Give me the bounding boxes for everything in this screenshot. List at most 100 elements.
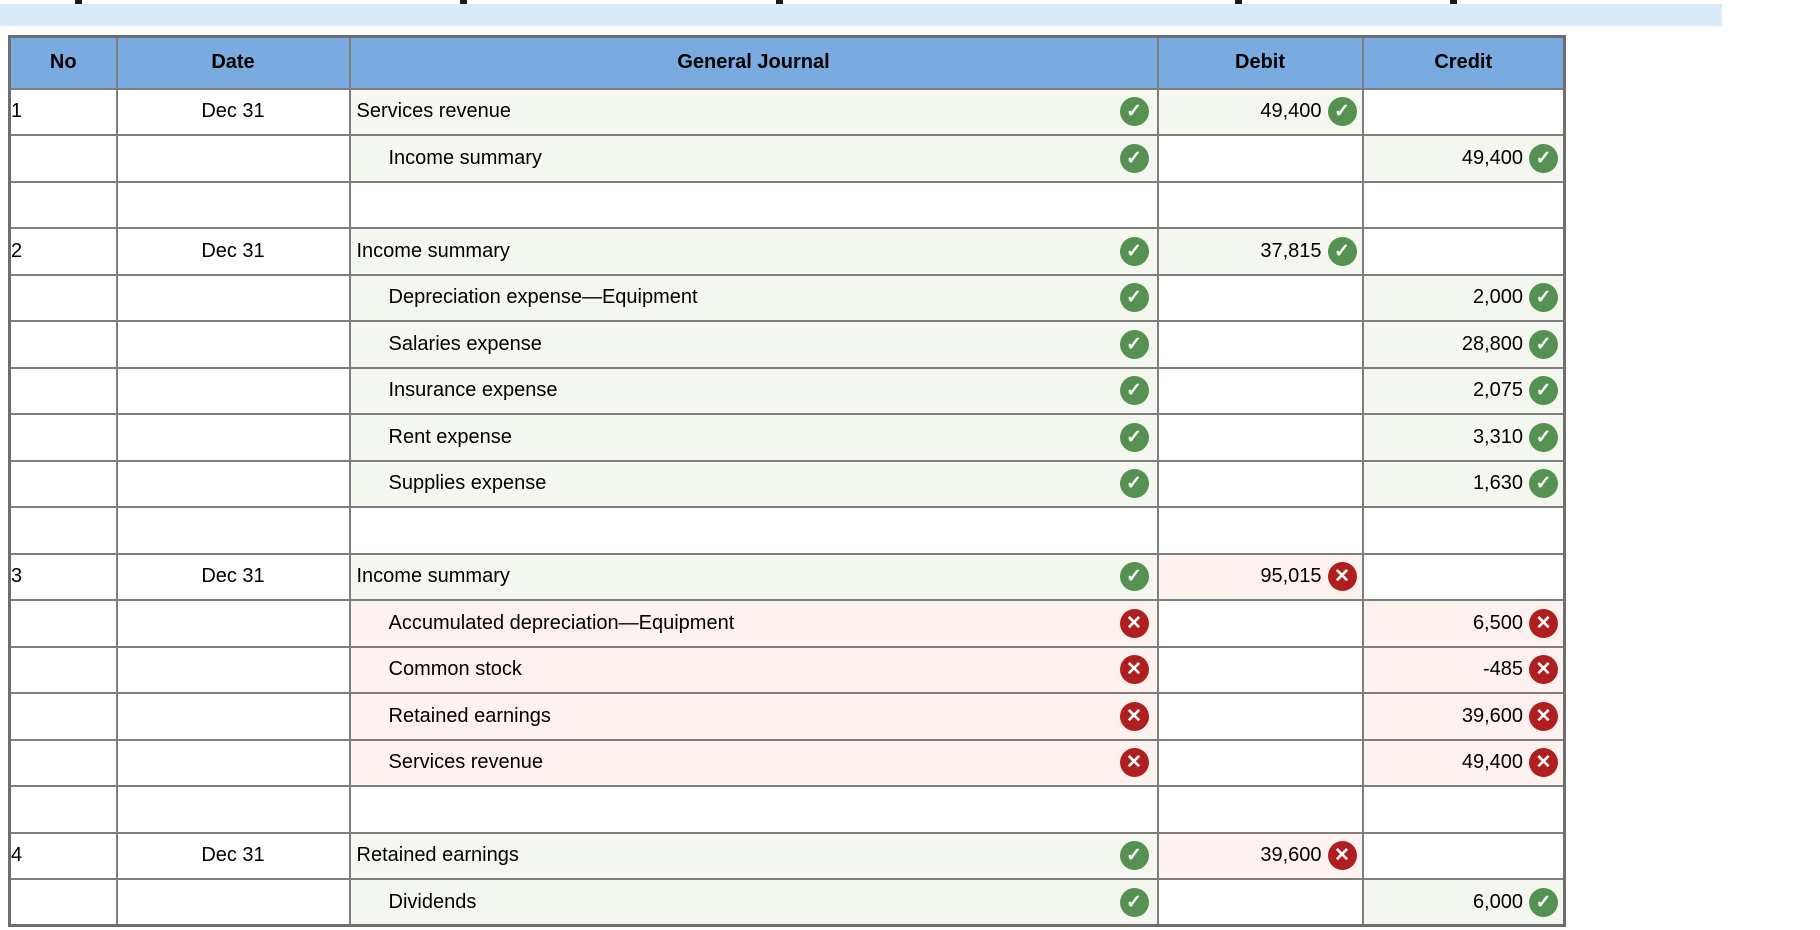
cropped-text-fragment [460, 0, 467, 4]
debit-cell [1156, 785, 1364, 834]
journal-row: Services revenue ✕ 49,400 ✕ [8, 738, 1566, 787]
table-header-row: No Date General Journal Debit Credit [8, 35, 1566, 90]
date-cell: Dec 31 [115, 227, 351, 276]
amount-value: 6,500 [1472, 611, 1523, 634]
amount-value: 6,000 [1472, 890, 1523, 913]
journal-spacer-row [8, 506, 1566, 555]
journal-row: Salaries expense ✓ 28,800 ✓ [8, 320, 1566, 369]
journal-spacer-row [8, 785, 1566, 834]
check-icon: ✓ [1119, 376, 1149, 406]
column-header-credit: Credit [1361, 35, 1566, 90]
date-cell: Dec 31 [115, 831, 351, 880]
amount-value: 1,630 [1472, 472, 1523, 495]
x-icon: ✕ [1119, 608, 1149, 638]
credit-cell: 28,800 ✓ [1361, 320, 1566, 369]
debit-cell [1156, 413, 1364, 462]
entry-number-cell: 1 [8, 87, 118, 136]
debit-cell [1156, 320, 1364, 369]
x-icon: ✕ [1119, 655, 1149, 685]
debit-cell [1156, 134, 1364, 183]
date-cell [115, 366, 351, 415]
entry-number-cell [8, 459, 118, 508]
check-icon: ✓ [1327, 236, 1357, 266]
entry-number-cell [8, 599, 118, 648]
credit-cell [1361, 227, 1566, 276]
credit-cell: 39,600 ✕ [1361, 692, 1566, 741]
journal-row: 3 Dec 31 Income summary ✓ 95,015 ✕ [8, 552, 1566, 601]
date-cell [115, 692, 351, 741]
debit-cell: 95,015 ✕ [1156, 552, 1364, 601]
x-icon: ✕ [1529, 701, 1558, 731]
account-title: Retained earnings [388, 704, 551, 727]
account-title-cell: Retained earnings ✓ [348, 831, 1159, 880]
entry-number-cell [8, 506, 118, 555]
journal-spacer-row [8, 180, 1566, 229]
journal-row: Supplies expense ✓ 1,630 ✓ [8, 459, 1566, 508]
journal-row: Common stock ✕ -485 ✕ [8, 645, 1566, 694]
date-cell [115, 506, 351, 555]
debit-cell: 37,815 ✓ [1156, 227, 1364, 276]
entry-number-cell [8, 785, 118, 834]
check-icon: ✓ [1119, 97, 1149, 127]
check-icon: ✓ [1327, 97, 1357, 127]
entry-number-cell [8, 878, 118, 927]
date-cell [115, 273, 351, 322]
entry-number-cell [8, 134, 118, 183]
date-cell [115, 645, 351, 694]
account-title: Rent expense [388, 425, 512, 448]
check-icon: ✓ [1119, 329, 1149, 359]
account-title-cell: Dividends ✓ [348, 878, 1159, 927]
check-icon: ✓ [1529, 469, 1558, 499]
account-title-cell: Income summary ✓ [348, 134, 1159, 183]
account-title-cell: Insurance expense ✓ [348, 366, 1159, 415]
account-title: Dividends [388, 890, 477, 913]
amount-value: -485 [1482, 658, 1523, 681]
column-header-debit: Debit [1156, 35, 1364, 90]
journal-row: 4 Dec 31 Retained earnings ✓ 39,600 ✕ [8, 831, 1566, 880]
account-title: Supplies expense [388, 472, 547, 495]
cropped-text-fragment [75, 0, 82, 4]
debit-cell [1156, 180, 1364, 229]
cropped-text-fragment [1235, 0, 1242, 4]
date-cell: Dec 31 [115, 552, 351, 601]
credit-cell: 49,400 ✓ [1361, 134, 1566, 183]
check-icon: ✓ [1529, 283, 1558, 313]
check-icon: ✓ [1119, 283, 1149, 313]
account-title: Insurance expense [388, 379, 558, 402]
x-icon: ✕ [1529, 655, 1558, 685]
journal-row: Dividends ✓ 6,000 ✓ [8, 878, 1566, 927]
account-title: Income summary [388, 146, 542, 169]
check-icon: ✓ [1119, 236, 1149, 266]
account-title: Services revenue [388, 751, 544, 774]
check-icon: ✓ [1119, 469, 1149, 499]
entry-number-cell: 2 [8, 227, 118, 276]
debit-cell [1156, 506, 1364, 555]
date-cell [115, 320, 351, 369]
account-title: Services revenue [356, 100, 512, 123]
account-title: Salaries expense [388, 332, 542, 355]
check-icon: ✓ [1529, 887, 1558, 917]
credit-cell [1361, 180, 1566, 229]
account-title-cell: Common stock ✕ [348, 645, 1159, 694]
account-title: Common stock [388, 658, 522, 681]
entry-number-cell [8, 320, 118, 369]
credit-cell: 2,075 ✓ [1361, 366, 1566, 415]
x-icon: ✕ [1529, 748, 1558, 778]
journal-row: Depreciation expense—Equipment ✓ 2,000 ✓ [8, 273, 1566, 322]
date-cell [115, 599, 351, 648]
credit-cell [1361, 785, 1566, 834]
account-title-cell: Income summary ✓ [348, 227, 1159, 276]
account-title-cell: Services revenue ✕ [348, 738, 1159, 787]
debit-cell [1156, 459, 1364, 508]
check-icon: ✓ [1119, 562, 1149, 592]
date-cell [115, 180, 351, 229]
journal-row: Retained earnings ✕ 39,600 ✕ [8, 692, 1566, 741]
credit-cell [1361, 506, 1566, 555]
check-icon: ✓ [1529, 376, 1558, 406]
account-title-cell: Supplies expense ✓ [348, 459, 1159, 508]
column-header-general-journal: General Journal [348, 35, 1159, 90]
general-journal-table-container: No Date General Journal Debit Credit 1 De… [8, 35, 1566, 927]
entry-number-cell [8, 738, 118, 787]
credit-cell: 2,000 ✓ [1361, 273, 1566, 322]
journal-row: Income summary ✓ 49,400 ✓ [8, 134, 1566, 183]
